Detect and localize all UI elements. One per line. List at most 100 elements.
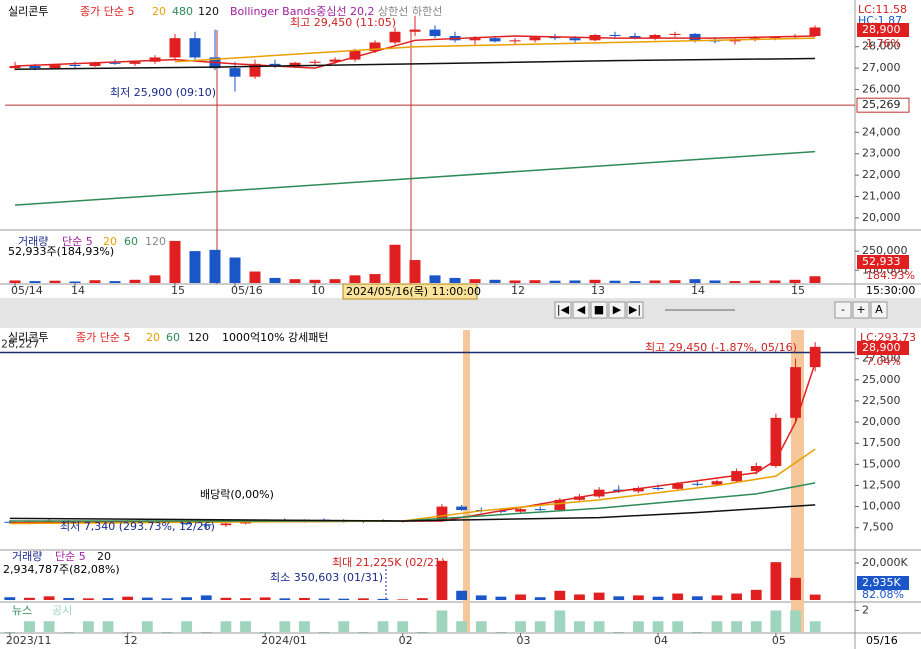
bar bbox=[689, 279, 701, 283]
x-tick-label: 02 bbox=[399, 634, 413, 647]
bar bbox=[240, 598, 251, 600]
toolbar-button[interactable] bbox=[572, 301, 590, 319]
price-badge bbox=[857, 255, 909, 269]
bar bbox=[357, 632, 369, 633]
bar bbox=[141, 621, 153, 632]
candle-body bbox=[220, 523, 232, 526]
moving-average bbox=[9, 504, 816, 522]
label: 상한선 bbox=[378, 5, 408, 18]
candle-body bbox=[672, 483, 684, 489]
bar bbox=[770, 610, 782, 632]
toolbar-label[interactable]: A bbox=[875, 303, 883, 316]
bar bbox=[613, 632, 625, 633]
bar bbox=[397, 599, 409, 600]
candle-body bbox=[770, 417, 782, 467]
toolbar-button[interactable] bbox=[870, 301, 888, 319]
candle-body bbox=[649, 34, 661, 39]
bar bbox=[329, 279, 341, 283]
bar bbox=[338, 598, 350, 600]
bar bbox=[495, 596, 507, 600]
candle-body bbox=[229, 68, 241, 77]
toolbar-label[interactable]: |◀ bbox=[557, 303, 570, 316]
bar bbox=[63, 597, 75, 600]
candle-body bbox=[574, 496, 585, 500]
x-tick-label: 2023/11 bbox=[6, 634, 52, 647]
bar bbox=[102, 598, 114, 600]
bar bbox=[63, 632, 75, 633]
bar bbox=[711, 595, 723, 600]
bar bbox=[475, 595, 487, 600]
candle-body bbox=[349, 51, 361, 60]
bar bbox=[309, 279, 321, 283]
x-tick-label: 12 bbox=[511, 284, 525, 297]
toolbar-button[interactable] bbox=[608, 301, 626, 319]
toolbar-button[interactable] bbox=[554, 301, 572, 319]
bar bbox=[416, 598, 428, 600]
label: 2,934,787주(82,08%) bbox=[3, 563, 120, 576]
toolbar-label[interactable]: + bbox=[856, 303, 865, 316]
reference-badge bbox=[856, 97, 910, 113]
candle-body bbox=[609, 34, 621, 37]
bar bbox=[789, 279, 801, 283]
toolbar-button[interactable] bbox=[590, 301, 608, 319]
x-tick-label: 12 bbox=[124, 634, 138, 647]
bar bbox=[429, 275, 441, 283]
moving-average bbox=[14, 57, 816, 70]
bar bbox=[200, 632, 212, 633]
toolbar-button[interactable] bbox=[834, 301, 852, 319]
bar bbox=[672, 621, 684, 632]
bar bbox=[790, 610, 801, 632]
bar bbox=[731, 593, 743, 600]
bar bbox=[318, 598, 330, 600]
toolbar-label[interactable]: ▶ bbox=[613, 303, 622, 316]
label: 120 bbox=[188, 331, 209, 344]
bar bbox=[569, 280, 581, 283]
toolbar-button[interactable] bbox=[852, 301, 870, 319]
label: 최고 29,450 (11:05) bbox=[290, 16, 396, 29]
label: 60 bbox=[124, 235, 138, 248]
toolbar-button[interactable] bbox=[626, 301, 644, 319]
candle-body bbox=[129, 61, 141, 64]
y-tick-label: 24,000 bbox=[862, 125, 901, 138]
candle-body bbox=[189, 38, 201, 58]
bar bbox=[495, 632, 507, 633]
toolbar-label[interactable]: ▶| bbox=[629, 303, 641, 316]
label: 실리콘투 bbox=[8, 331, 48, 344]
bar bbox=[515, 621, 526, 632]
bar bbox=[790, 577, 801, 600]
bar bbox=[369, 274, 381, 283]
bar bbox=[357, 598, 369, 600]
price-badge bbox=[857, 341, 909, 355]
bar bbox=[534, 597, 546, 600]
x-tick-label: 13 bbox=[591, 284, 605, 297]
toolbar-label[interactable]: ■ bbox=[594, 303, 604, 316]
label: 15:30:00 bbox=[866, 284, 915, 297]
candle-body bbox=[652, 487, 664, 489]
bar bbox=[436, 560, 448, 600]
label: 단순 5 bbox=[62, 235, 93, 248]
bar bbox=[29, 281, 41, 283]
bar bbox=[449, 277, 461, 283]
bar bbox=[141, 597, 153, 600]
bar bbox=[129, 279, 141, 283]
bar bbox=[169, 240, 181, 283]
candle-body bbox=[429, 29, 441, 37]
toolbar-label[interactable]: - bbox=[841, 303, 845, 316]
candle-body bbox=[69, 64, 81, 66]
x-tick-label: 2024/01 bbox=[261, 634, 307, 647]
y-tick-label: 22,000 bbox=[862, 168, 901, 181]
candle-body bbox=[489, 38, 501, 42]
y-tick-label: 21,000 bbox=[862, 190, 901, 203]
candle-body bbox=[689, 33, 701, 41]
x-tick-label: 05/16 bbox=[231, 284, 263, 297]
x-tick-label: 15 bbox=[791, 284, 805, 297]
y-tick-label: 250,000 bbox=[862, 244, 908, 257]
bar bbox=[82, 621, 94, 632]
cursor-label: 2024/05/16(목) 11:00:00 bbox=[346, 285, 481, 298]
toolbar-label[interactable]: ◀ bbox=[577, 303, 586, 316]
label: 최소 350,603 (01/31) bbox=[270, 571, 383, 584]
bar bbox=[809, 594, 821, 600]
bar bbox=[249, 271, 261, 283]
bar bbox=[749, 280, 761, 283]
